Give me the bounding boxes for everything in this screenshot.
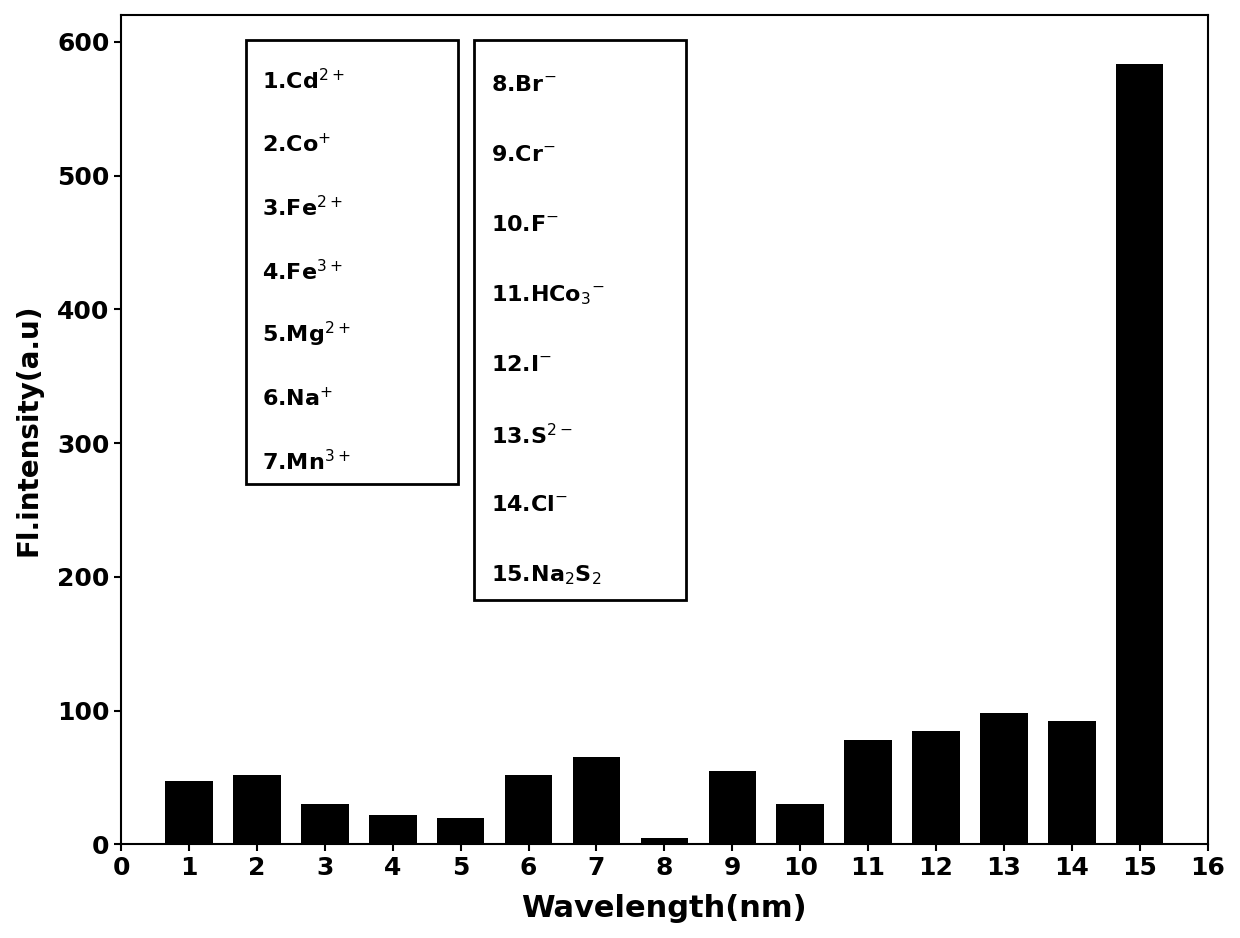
Bar — [301, 804, 348, 844]
Text: 8.Br$^{-}$: 8.Br$^{-}$ — [491, 75, 556, 96]
Text: 12.I$^{-}$: 12.I$^{-}$ — [491, 356, 552, 375]
Text: 14.Cl$^{-}$: 14.Cl$^{-}$ — [491, 495, 568, 515]
Bar — [641, 838, 688, 844]
Text: 9.Cr$^{-}$: 9.Cr$^{-}$ — [491, 145, 556, 165]
FancyBboxPatch shape — [246, 40, 458, 484]
Text: 1.Cd$^{2+}$: 1.Cd$^{2+}$ — [263, 68, 345, 94]
Text: 13.S$^{2-}$: 13.S$^{2-}$ — [491, 423, 573, 447]
Text: 5.Mg$^{2+}$: 5.Mg$^{2+}$ — [263, 320, 351, 349]
FancyBboxPatch shape — [474, 40, 686, 599]
Bar — [370, 815, 417, 844]
Bar — [913, 731, 960, 844]
Bar — [1116, 65, 1163, 844]
Bar — [708, 771, 756, 844]
Text: 4.Fe$^{3+}$: 4.Fe$^{3+}$ — [263, 259, 343, 284]
Text: 10.F$^{-}$: 10.F$^{-}$ — [491, 216, 559, 235]
Text: 15.Na$_2$S$_2$: 15.Na$_2$S$_2$ — [491, 564, 601, 587]
Bar — [436, 818, 485, 844]
Bar — [776, 804, 823, 844]
Bar — [1048, 721, 1095, 844]
Bar — [505, 775, 552, 844]
Text: 2.Co$^{+}$: 2.Co$^{+}$ — [263, 133, 331, 156]
Text: 7.Mn$^{3+}$: 7.Mn$^{3+}$ — [263, 448, 351, 474]
Bar — [573, 757, 620, 844]
Y-axis label: Fl.intensity(a.u): Fl.intensity(a.u) — [15, 303, 43, 556]
Bar — [165, 781, 213, 844]
Bar — [980, 713, 1028, 844]
Bar — [844, 740, 892, 844]
Text: 3.Fe$^{2+}$: 3.Fe$^{2+}$ — [263, 195, 343, 220]
Text: 11.HCo$_3$$^{-}$: 11.HCo$_3$$^{-}$ — [491, 283, 604, 307]
X-axis label: Wavelength(nm): Wavelength(nm) — [522, 894, 807, 923]
Text: 6.Na$^{+}$: 6.Na$^{+}$ — [263, 386, 334, 410]
Bar — [233, 775, 280, 844]
